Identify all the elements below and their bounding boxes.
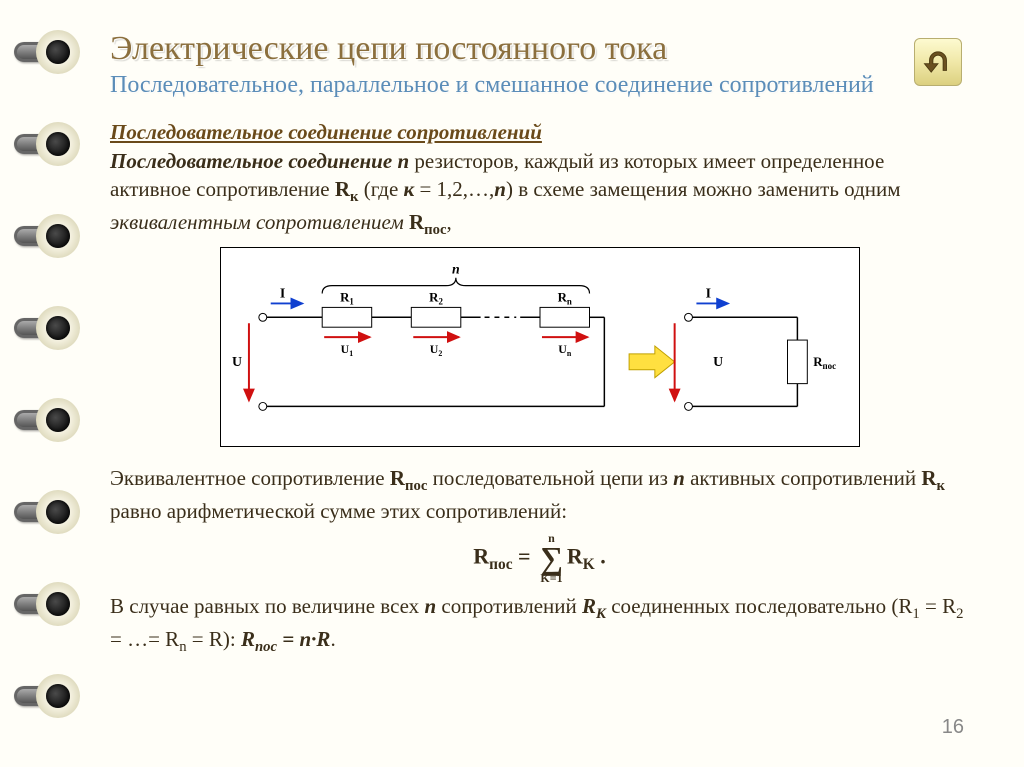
svg-text:U: U (232, 354, 242, 369)
paragraph-2: Эквивалентное сопротивление Rпос последо… (110, 464, 969, 525)
slide-subtitle: Последовательное, параллельное и смешанн… (110, 71, 969, 100)
sigma: n∑K=1 (540, 532, 563, 585)
content: Последовательное соединение сопротивлени… (110, 118, 969, 658)
svg-text:n: n (451, 262, 459, 277)
spiral-binding (18, 0, 78, 767)
svg-text:R1: R1 (340, 290, 354, 306)
circuit-svg: I R1 U1 R2 U2 Rn Un n U I Rпос U (220, 247, 860, 447)
circuit-diagram: I R1 U1 R2 U2 Rn Un n U I Rпос U (110, 247, 969, 454)
u-turn-icon (921, 48, 955, 76)
paragraph-3: В случае равных по величине всех n сопро… (110, 592, 969, 658)
back-button[interactable] (914, 38, 962, 86)
svg-text:R2: R2 (429, 290, 443, 306)
svg-text:I: I (279, 285, 284, 300)
svg-text:I: I (705, 285, 710, 300)
slide-title: Электрические цепи постоянного тока (110, 30, 969, 67)
svg-text:Un: Un (558, 342, 572, 358)
svg-text:U2: U2 (429, 342, 442, 358)
svg-text:U1: U1 (340, 342, 353, 358)
slide: Электрические цепи постоянного тока Посл… (0, 0, 1024, 767)
svg-text:U: U (713, 354, 723, 369)
svg-text:Rn: Rn (557, 290, 571, 306)
svg-text:Rпос: Rпос (813, 355, 836, 371)
formula: Rпос = n∑K=1RK . (110, 532, 969, 585)
section-heading: Последовательное соединение сопротивлени… (110, 118, 969, 146)
paragraph-1: Последовательное соединение n резисторов… (110, 147, 969, 241)
page-number: 16 (942, 716, 964, 739)
